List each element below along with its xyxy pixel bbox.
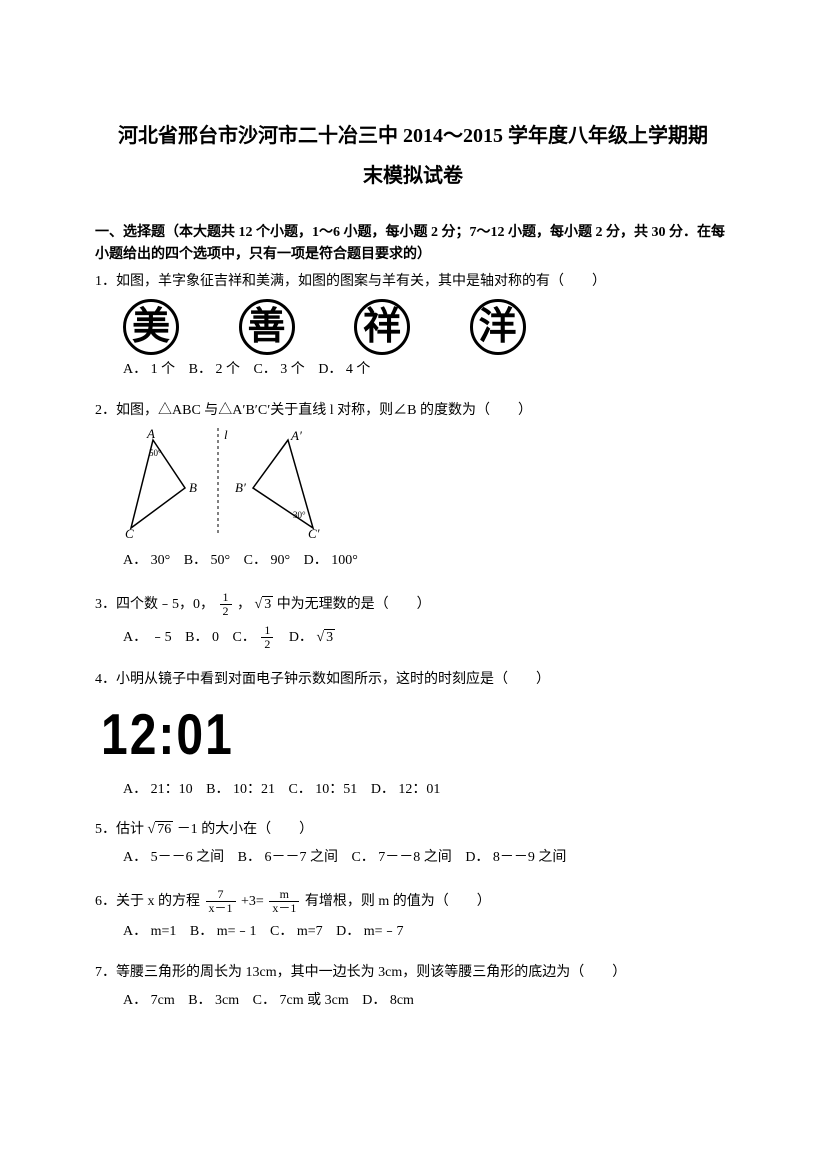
q7-opt-a: A． 7cm <box>123 990 175 1012</box>
triangles-diagram: l A B C 50° A′ B′ C′ 30° <box>123 428 343 538</box>
q6-mid1: +3= <box>241 894 264 909</box>
svg-text:B: B <box>189 480 197 495</box>
q6-opt-b: B． m=﹣1 <box>190 921 257 943</box>
q5-text: 5．估计 76 －1 的大小在（ ） <box>95 819 731 841</box>
q6-opt-c: C． m=7 <box>270 921 323 943</box>
q2-opt-c: C． 90° <box>244 550 290 572</box>
q1-opt-b: B． 2 个 <box>189 359 240 381</box>
question-1: 1．如图，羊字象征吉祥和美满，如图的图案与羊有关，其中是轴对称的有（ ） 美 善… <box>95 271 731 382</box>
q5-opt-d: D． 8－－9 之间 <box>465 847 566 869</box>
q3-sqrt: 3 <box>255 594 274 616</box>
q5-opt-c: C． 7－－8 之间 <box>351 847 451 869</box>
q4-text: 4．小明从镜子中看到对面电子钟示数如图所示，这时的时刻应是（ ） <box>95 669 731 691</box>
q3-options: A． ﹣5 B． 0 C． 12 D． 3 <box>95 624 731 651</box>
svg-text:30°: 30° <box>293 510 306 520</box>
question-3: 3．四个数﹣5，0， 12 ， 3 中为无理数的是（ ） A． ﹣5 B． 0 … <box>95 591 731 652</box>
question-4: 4．小明从镜子中看到对面电子钟示数如图所示，这时的时刻应是（ ） 12:01 A… <box>95 669 731 801</box>
char-shan: 善 <box>239 299 295 355</box>
q1-chars: 美 善 祥 洋 <box>95 299 731 355</box>
q1-text: 1．如图，羊字象征吉祥和美满，如图的图案与羊有关，其中是轴对称的有（ ） <box>95 271 731 293</box>
q6-text: 6．关于 x 的方程 7x－1 +3= mx－1 有增根，则 m 的值为（ ） <box>95 888 731 915</box>
title-line-2: 末模拟试卷 <box>95 160 731 192</box>
q6-frac2: mx－1 <box>269 888 299 915</box>
q7-opt-d: D． 8cm <box>362 990 414 1012</box>
q6-options: A． m=1 B． m=﹣1 C． m=7 D． m=﹣7 <box>95 921 731 943</box>
q2-opt-d: D． 100° <box>304 550 358 572</box>
q2-figure: l A B C 50° A′ B′ C′ 30° <box>123 428 731 546</box>
svg-text:A: A <box>146 428 155 441</box>
char-yang: 洋 <box>470 299 526 355</box>
question-5: 5．估计 76 －1 的大小在（ ） A． 5－－6 之间 B． 6－－7 之间… <box>95 819 731 870</box>
q5-mid: －1 <box>177 822 198 837</box>
svg-text:C: C <box>125 526 134 538</box>
q3-mid: ， <box>237 597 251 612</box>
q4-clock: 12:01 <box>95 690 731 782</box>
q1-opt-d: D． 4 个 <box>318 359 370 381</box>
q3-before: 3．四个数﹣5，0， <box>95 597 214 612</box>
q7-opt-c: C． 7cm 或 3cm <box>253 990 349 1012</box>
question-2: 2．如图，△ABC 与△A′B′C′关于直线 l 对称，则∠B 的度数为（ ） … <box>95 400 731 573</box>
q3-opt-c: C． 12 <box>232 624 275 651</box>
q5-options: A． 5－－6 之间 B． 6－－7 之间 C． 7－－8 之间 D． 8－－9… <box>95 847 731 869</box>
svg-text:A′: A′ <box>290 428 302 443</box>
q5-opt-a: A． 5－－6 之间 <box>123 847 224 869</box>
q7-opt-b: B． 3cm <box>188 990 239 1012</box>
svg-text:l: l <box>224 428 228 442</box>
q5-before: 5．估计 <box>95 822 144 837</box>
q5-after: 的大小在（ ） <box>201 822 313 837</box>
q1-options: A． 1 个 B． 2 个 C． 3 个 D． 4 个 <box>95 359 731 381</box>
q3-opt-b: B． 0 <box>185 627 219 649</box>
q6-before: 6．关于 x 的方程 <box>95 894 200 909</box>
svg-text:C′: C′ <box>308 526 320 538</box>
title-line-1: 河北省邢台市沙河市二十冶三中 2014～2015 学年度八年级上学期期 <box>95 120 731 152</box>
q3-frac: 12 <box>220 591 232 618</box>
svg-text:50°: 50° <box>149 448 162 458</box>
q3-opt-d: D． 3 <box>289 627 335 649</box>
q1-opt-c: C． 3 个 <box>253 359 304 381</box>
q2-options: A． 30° B． 50° C． 90° D． 100° <box>95 550 731 572</box>
q1-opt-a: A． 1 个 <box>123 359 175 381</box>
q3-text: 3．四个数﹣5，0， 12 ， 3 中为无理数的是（ ） <box>95 591 731 618</box>
q6-frac1: 7x－1 <box>206 888 236 915</box>
q2-opt-a: A． 30° <box>123 550 170 572</box>
svg-text:B′: B′ <box>235 480 246 495</box>
q7-options: A． 7cm B． 3cm C． 7cm 或 3cm D． 8cm <box>95 990 731 1012</box>
q3-opt-a: A． ﹣5 <box>123 627 172 649</box>
q5-opt-b: B． 6－－7 之间 <box>238 847 338 869</box>
question-6: 6．关于 x 的方程 7x－1 +3= mx－1 有增根，则 m 的值为（ ） … <box>95 888 731 944</box>
char-xiang: 祥 <box>354 299 410 355</box>
q6-after: 有增根，则 m 的值为（ ） <box>305 894 491 909</box>
q2-text: 2．如图，△ABC 与△A′B′C′关于直线 l 对称，则∠B 的度数为（ ） <box>95 400 731 422</box>
q3-after: 中为无理数的是（ ） <box>277 597 431 612</box>
q5-sqrt: 76 <box>148 819 174 841</box>
question-7: 7．等腰三角形的周长为 13cm，其中一边长为 3cm，则该等腰三角形的底边为（… <box>95 962 731 1013</box>
section-1-header: 一、选择题（本大题共 12 个小题，1～6 小题，每小题 2 分；7～12 小题… <box>95 222 731 267</box>
q6-opt-a: A． m=1 <box>123 921 176 943</box>
q2-opt-b: B． 50° <box>184 550 230 572</box>
q6-opt-d: D． m=﹣7 <box>336 921 403 943</box>
q7-text: 7．等腰三角形的周长为 13cm，其中一边长为 3cm，则该等腰三角形的底边为（… <box>95 962 731 984</box>
char-mei: 美 <box>123 299 179 355</box>
